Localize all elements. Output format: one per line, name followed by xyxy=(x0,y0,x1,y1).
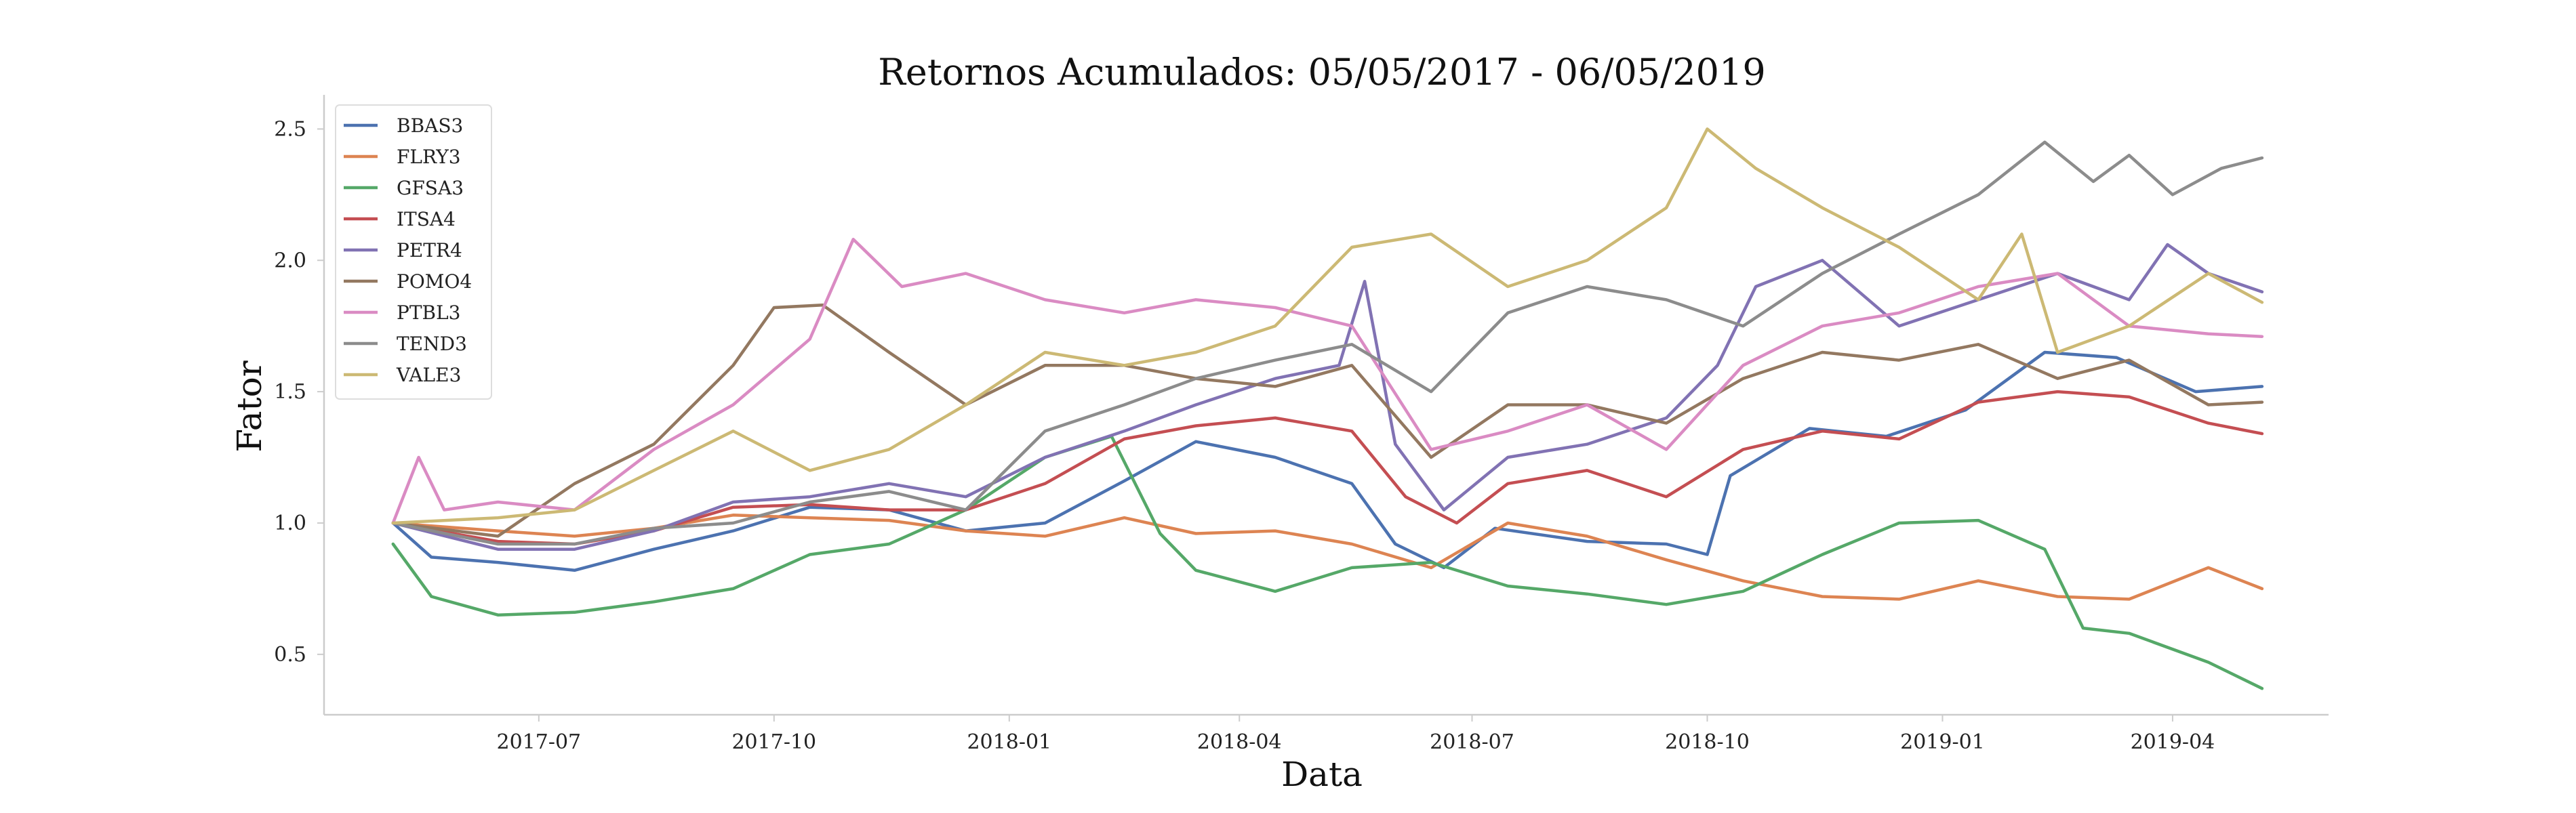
legend-label-pomo4: POMO4 xyxy=(397,270,472,293)
series-line-gfsa3 xyxy=(391,434,2264,690)
series-lines xyxy=(391,127,2264,690)
legend-label-gfsa3: GFSA3 xyxy=(397,177,464,199)
x-tick-label: 2019-04 xyxy=(2131,730,2215,754)
legend-label-flry3: FLRY3 xyxy=(397,146,461,168)
legend-label-itsa4: ITSA4 xyxy=(397,208,456,230)
y-tick-label: 2.0 xyxy=(274,249,306,272)
series-line-flry3 xyxy=(391,514,2264,601)
series-line-bbas3 xyxy=(391,350,2264,572)
y-tick-label: 0.5 xyxy=(274,643,306,667)
legend-label-petr4: PETR4 xyxy=(397,239,462,262)
legend-label-bbas3: BBAS3 xyxy=(397,114,463,137)
legend-label-tend3: TEND3 xyxy=(397,333,467,355)
series-line-tend3 xyxy=(391,140,2264,546)
x-tick-label: 2018-04 xyxy=(1197,730,1282,754)
series-line-vale3 xyxy=(391,127,2264,525)
x-axis-ticks: 2017-07 2017-10 2018-01 2018-04 2018-07 2018-… xyxy=(496,715,2215,754)
series-line-itsa4 xyxy=(391,390,2264,546)
x-tick-label: 2018-01 xyxy=(967,730,1051,754)
series-line-ptbl3 xyxy=(391,237,2264,525)
x-tick-label: 2019-01 xyxy=(1900,730,1985,754)
x-tick-label: 2017-10 xyxy=(731,730,816,754)
x-tick-label: 2018-10 xyxy=(1665,730,1750,754)
legend-label-vale3: VALE3 xyxy=(396,364,461,386)
legend: BBAS3 FLRY3 GFSA3 ITSA4 PETR4 POMO4 PTBL3 TEND3… xyxy=(335,104,492,400)
series-line-petr4 xyxy=(391,243,2264,551)
legend-box xyxy=(335,104,492,400)
y-axis-title: Fator xyxy=(230,360,269,452)
y-axis-ticks: 0.5 1.0 1.5 2.0 2.5 xyxy=(274,117,324,667)
series-line-pomo4 xyxy=(391,303,2264,538)
chart-title: Retornos Acumulados: 05/05/2017 - 06/05/… xyxy=(878,51,1765,93)
x-tick-label: 2017-07 xyxy=(496,730,581,754)
y-tick-label: 1.5 xyxy=(274,380,306,404)
x-axis-title: Data xyxy=(1281,755,1363,794)
y-tick-label: 1.0 xyxy=(274,512,306,535)
legend-label-ptbl3: PTBL3 xyxy=(397,301,461,324)
y-tick-label: 2.5 xyxy=(274,117,306,141)
x-tick-label: 2018-07 xyxy=(1430,730,1514,754)
